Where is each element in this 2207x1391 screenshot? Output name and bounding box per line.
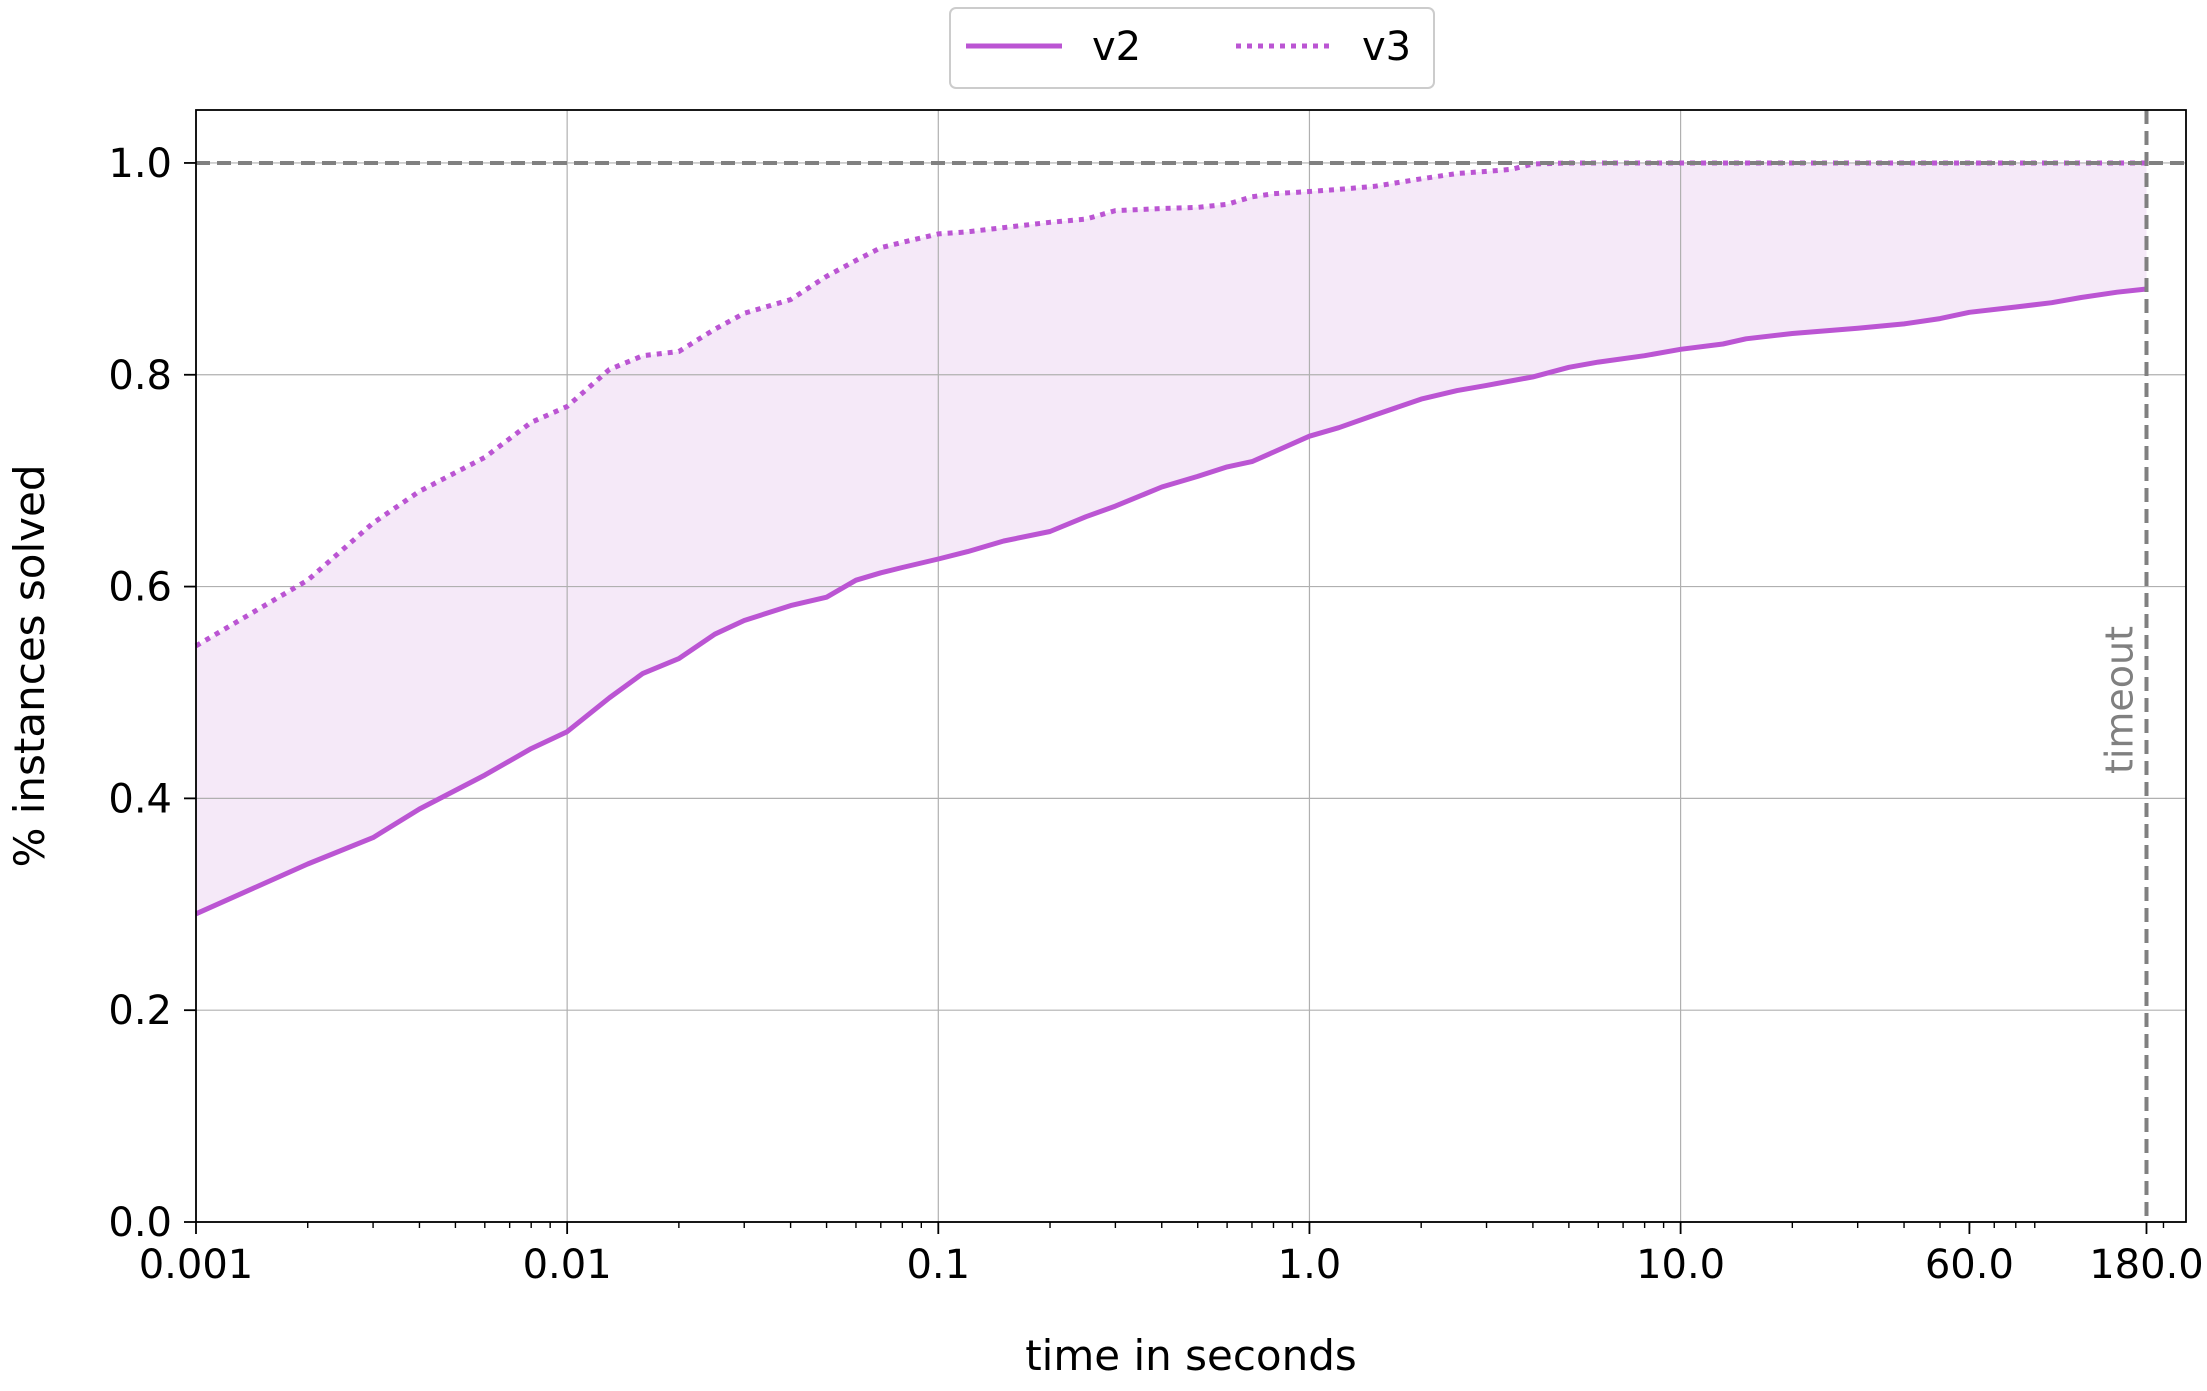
fill-layer bbox=[196, 163, 2147, 914]
x-tick-label: 1.0 bbox=[1278, 1242, 1342, 1288]
series-layer bbox=[194, 160, 2147, 917]
x-tick-label: 0.001 bbox=[139, 1242, 254, 1288]
legend-label-v2: v2 bbox=[1092, 24, 1141, 70]
x-tick-label: 180.0 bbox=[2089, 1242, 2204, 1288]
y-tick-label: 0.8 bbox=[108, 353, 172, 399]
y-tick-label: 0.0 bbox=[108, 1200, 172, 1246]
y-axis-label: % instances solved bbox=[5, 464, 54, 867]
series-line-v3 bbox=[194, 160, 2147, 649]
fill-between-area bbox=[196, 163, 2147, 914]
legend-box bbox=[949, 7, 1435, 89]
x-axis-label: time in seconds bbox=[1025, 1331, 1357, 1380]
legend-label-v3: v3 bbox=[1362, 24, 1411, 70]
y-tick-label: 1.0 bbox=[108, 141, 172, 187]
x-tick-label: 60.0 bbox=[1925, 1242, 2014, 1288]
plot-frame bbox=[195, 109, 2187, 1223]
y-tick-label: 0.4 bbox=[108, 776, 172, 822]
x-tick-label: 0.1 bbox=[906, 1242, 970, 1288]
x-tick-label: 10.0 bbox=[1636, 1242, 1725, 1288]
axes-layer: 0.001 0.01 0.1 1.0 10.0 60.0 180.0 0.0 0.2 0.4 0.6… bbox=[5, 109, 2204, 1380]
timeout-label: timeout bbox=[2097, 626, 2141, 774]
y-tick-label: 0.2 bbox=[108, 988, 172, 1034]
legend: v2 v3 bbox=[949, 7, 1435, 89]
reference-lines: timeout bbox=[196, 110, 2186, 1222]
series-line-v2 bbox=[194, 286, 2147, 917]
x-tick-label: 0.01 bbox=[523, 1242, 612, 1288]
y-tick-label: 0.6 bbox=[108, 565, 172, 611]
